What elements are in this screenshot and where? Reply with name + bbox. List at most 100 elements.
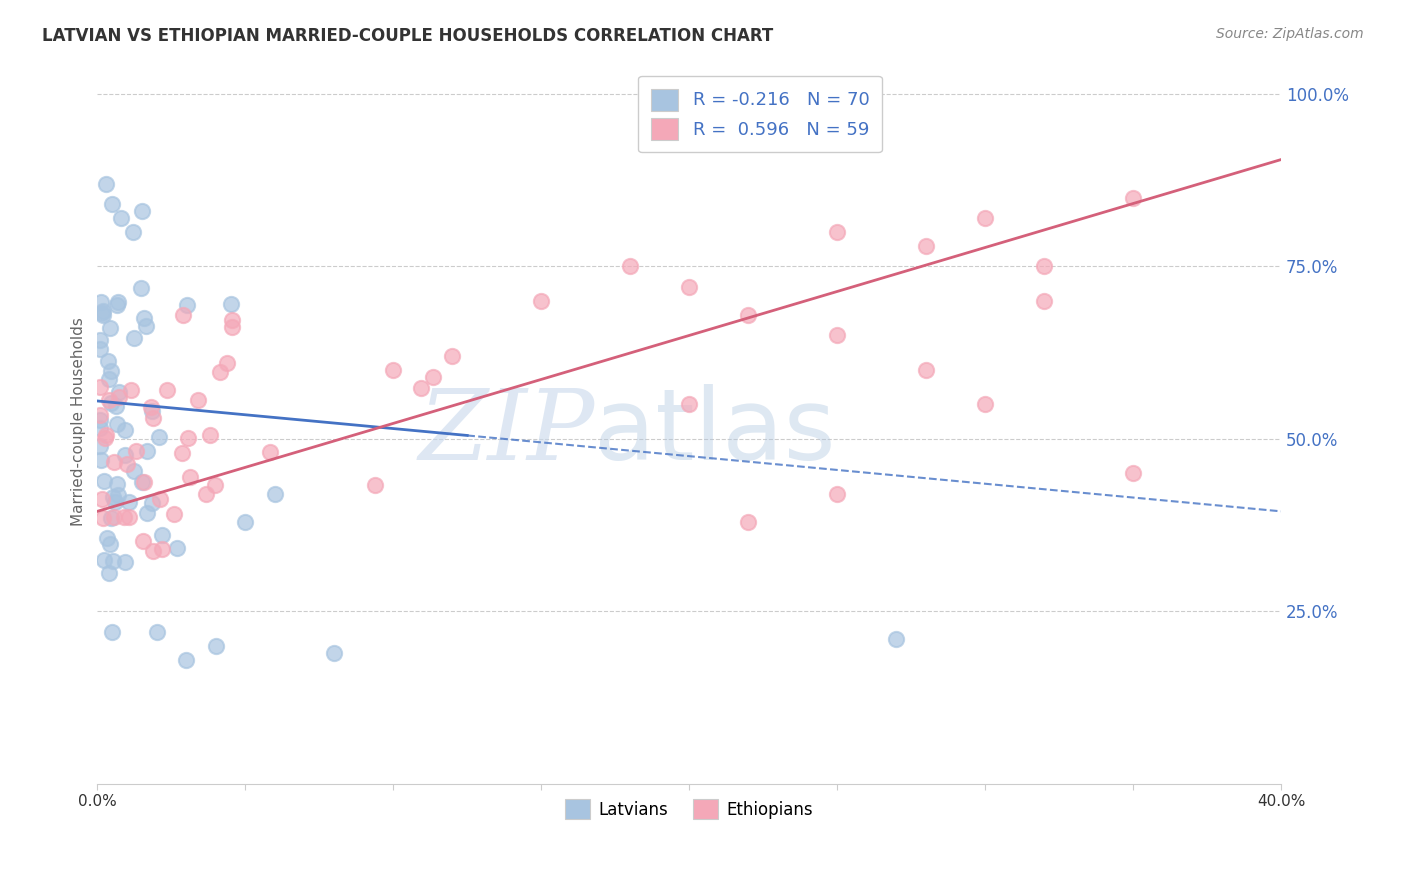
Point bbox=[98, 321, 121, 335]
Point bbox=[174, 652, 197, 666]
Text: atlas: atlas bbox=[595, 384, 837, 481]
Point bbox=[149, 491, 172, 506]
Point bbox=[121, 225, 143, 239]
Point bbox=[141, 496, 163, 510]
Point bbox=[101, 554, 124, 568]
Point bbox=[94, 431, 117, 445]
Point bbox=[89, 380, 111, 394]
Point bbox=[135, 506, 157, 520]
Point bbox=[90, 295, 112, 310]
Point bbox=[139, 400, 162, 414]
Point bbox=[131, 475, 153, 490]
Point bbox=[209, 365, 232, 379]
Point bbox=[217, 356, 239, 370]
Point bbox=[974, 397, 997, 411]
Point bbox=[179, 469, 201, 483]
Point bbox=[187, 393, 209, 408]
Point bbox=[91, 511, 114, 525]
Point bbox=[884, 632, 907, 646]
Point bbox=[98, 537, 121, 551]
Point bbox=[142, 543, 165, 558]
Point bbox=[129, 280, 152, 294]
Point bbox=[97, 566, 120, 581]
Point bbox=[90, 492, 112, 507]
Point bbox=[364, 478, 387, 492]
Point bbox=[114, 509, 136, 524]
Point bbox=[323, 646, 346, 660]
Point bbox=[233, 515, 256, 529]
Point bbox=[221, 319, 243, 334]
Point bbox=[110, 211, 132, 226]
Point bbox=[141, 404, 163, 418]
Text: ZIP: ZIP bbox=[418, 384, 595, 480]
Point bbox=[91, 304, 114, 318]
Point bbox=[221, 312, 243, 326]
Point bbox=[382, 363, 405, 377]
Point bbox=[156, 384, 179, 398]
Point bbox=[132, 475, 155, 489]
Y-axis label: Married-couple Households: Married-couple Households bbox=[72, 318, 86, 526]
Point bbox=[125, 443, 148, 458]
Point bbox=[89, 334, 111, 348]
Point bbox=[825, 328, 848, 343]
Point bbox=[1122, 190, 1144, 204]
Point bbox=[97, 354, 120, 368]
Point bbox=[131, 204, 153, 219]
Point bbox=[200, 428, 222, 442]
Point bbox=[915, 363, 938, 377]
Point bbox=[96, 531, 118, 545]
Point bbox=[145, 625, 167, 640]
Point bbox=[150, 542, 173, 557]
Point bbox=[104, 399, 127, 413]
Point bbox=[1033, 293, 1056, 308]
Point bbox=[115, 457, 138, 471]
Point bbox=[1033, 260, 1056, 274]
Point bbox=[678, 280, 700, 294]
Point bbox=[422, 369, 444, 384]
Point bbox=[221, 296, 243, 310]
Point bbox=[194, 487, 217, 501]
Point bbox=[91, 308, 114, 322]
Point bbox=[114, 423, 136, 437]
Point bbox=[103, 490, 125, 504]
Point bbox=[104, 494, 127, 508]
Point bbox=[105, 298, 128, 312]
Point bbox=[120, 383, 142, 397]
Point bbox=[122, 331, 145, 345]
Point bbox=[530, 293, 553, 308]
Point bbox=[825, 487, 848, 501]
Point bbox=[101, 625, 124, 640]
Point bbox=[441, 349, 464, 363]
Point bbox=[107, 417, 129, 432]
Point bbox=[100, 396, 122, 410]
Point bbox=[177, 431, 200, 445]
Point bbox=[737, 308, 759, 322]
Point bbox=[97, 392, 120, 407]
Point bbox=[94, 427, 117, 442]
Point bbox=[148, 430, 170, 444]
Point bbox=[204, 639, 226, 653]
Point bbox=[409, 381, 432, 395]
Point bbox=[166, 541, 188, 555]
Point bbox=[259, 445, 281, 459]
Point bbox=[150, 528, 173, 542]
Point bbox=[163, 508, 186, 522]
Point bbox=[108, 391, 131, 405]
Point bbox=[678, 397, 700, 411]
Point bbox=[91, 306, 114, 320]
Point bbox=[114, 448, 136, 462]
Point bbox=[825, 225, 848, 239]
Point bbox=[204, 478, 226, 492]
Point bbox=[89, 413, 111, 427]
Point bbox=[93, 552, 115, 566]
Point bbox=[89, 420, 111, 434]
Point bbox=[114, 555, 136, 569]
Point bbox=[122, 463, 145, 477]
Point bbox=[103, 455, 125, 469]
Point bbox=[89, 408, 111, 422]
Point bbox=[96, 177, 118, 191]
Point bbox=[118, 509, 141, 524]
Legend: Latvians, Ethiopians: Latvians, Ethiopians bbox=[558, 792, 820, 826]
Text: Source: ZipAtlas.com: Source: ZipAtlas.com bbox=[1216, 27, 1364, 41]
Point bbox=[132, 310, 155, 325]
